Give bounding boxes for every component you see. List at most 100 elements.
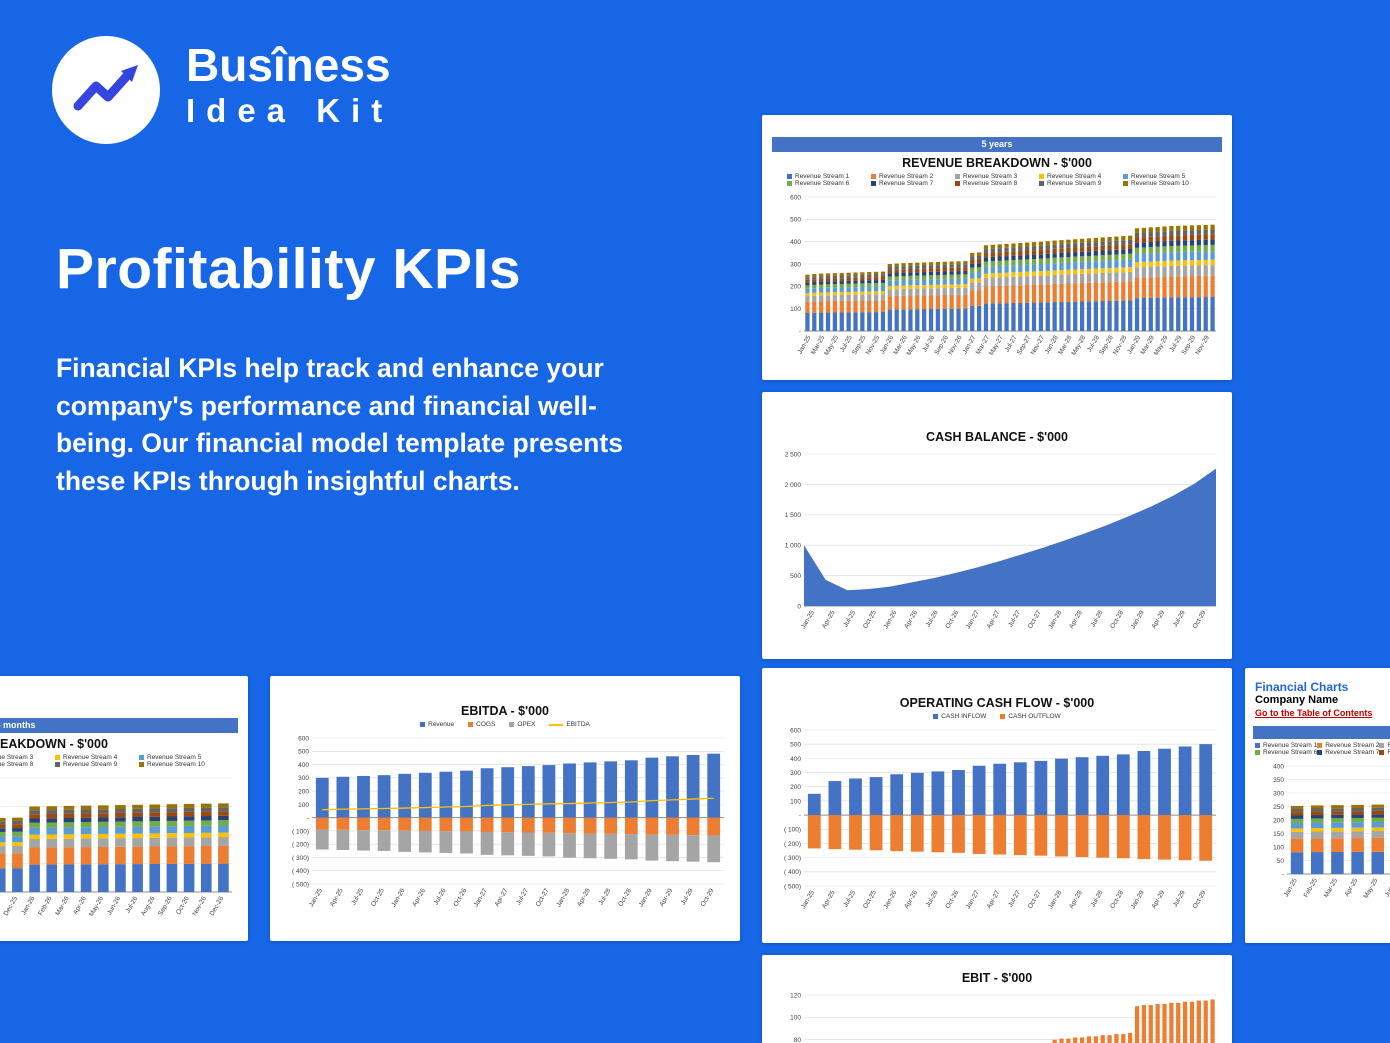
legend-label: Revenue Stream 1 <box>1263 741 1318 749</box>
svg-text:Apr-25: Apr-25 <box>821 609 837 630</box>
svg-text:300: 300 <box>790 770 801 777</box>
legend-label: Revenue Stream 3 <box>1387 741 1390 749</box>
svg-text:Jul-28: Jul-28 <box>1090 609 1105 628</box>
svg-text:80: 80 <box>794 1037 802 1043</box>
svg-text:Jul-28: Jul-28 <box>1090 889 1105 908</box>
legend-label: Revenue Stream 9 <box>63 761 118 768</box>
card-revenue-breakdown-24m: 24 months REVENUE BREAKDOWN - $'000 Reve… <box>0 676 248 941</box>
svg-text:Oct-27: Oct-27 <box>1027 889 1043 910</box>
svg-text:Apr-25: Apr-25 <box>329 887 345 908</box>
legend-swatch <box>787 181 792 186</box>
card-financial-charts: Financial Charts Company Name Go to the … <box>1245 668 1390 943</box>
legend-label: Revenue Stream 7 <box>1325 748 1380 756</box>
svg-text:Dec-25: Dec-25 <box>3 895 20 917</box>
financial-charts-header: Financial Charts Company Name Go to the … <box>1245 668 1390 720</box>
svg-text:Jan-26: Jan-26 <box>882 889 898 910</box>
legend-swatch <box>420 722 426 727</box>
legend-label: Revenue Stream 7 <box>879 180 934 187</box>
chart-legend: Revenue COGS OPEX EBITDA <box>270 721 740 728</box>
svg-text:Nov-28: Nov-28 <box>1112 334 1129 356</box>
svg-text:Oct-25: Oct-25 <box>862 889 878 910</box>
svg-text:Oct-28: Oct-28 <box>1109 609 1125 630</box>
svg-text:Apr-28: Apr-28 <box>576 887 592 908</box>
svg-text:500: 500 <box>790 217 801 224</box>
svg-text:Nov-29: Nov-29 <box>1194 334 1211 356</box>
svg-text:Feb-26: Feb-26 <box>37 895 54 917</box>
svg-text:-: - <box>799 328 801 335</box>
svg-text:Jan-27: Jan-27 <box>965 889 981 910</box>
svg-text:Nov-25: Nov-25 <box>865 334 882 356</box>
legend-swatch <box>1123 181 1128 186</box>
svg-text:Oct-28: Oct-28 <box>617 887 633 908</box>
operating-cash-flow-chart: ( 500) ( 400) ( 300) ( 200) ( 100) - 100 200 300… <box>770 724 1224 924</box>
legend-label: CASH OUTFLOW <box>1008 713 1061 720</box>
svg-text:( 400): ( 400) <box>784 869 801 876</box>
card-operating-cash-flow: OPERATING CASH FLOW - $'000 CASH INFLOW C… <box>762 668 1232 943</box>
brand-logo-icon <box>52 36 160 144</box>
legend-label: CASH INFLOW <box>941 713 987 720</box>
legend-label: Revenue Stream 2 <box>879 173 934 180</box>
mini-chart-header-bar <box>1253 725 1390 739</box>
svg-text:Apr-27: Apr-27 <box>986 609 1002 630</box>
legend-swatch <box>787 174 792 179</box>
svg-text:400: 400 <box>790 239 801 246</box>
svg-text:Jul-26: Jul-26 <box>433 887 448 906</box>
card-ebit: EBIT - $'000 -20406080100120 <box>762 955 1232 1043</box>
chart-title-revenue-breakdown-24m: REVENUE BREAKDOWN - $'000 <box>0 737 108 751</box>
svg-text:Mar-26: Mar-26 <box>54 895 71 917</box>
svg-text:600: 600 <box>298 735 309 742</box>
svg-text:200: 200 <box>790 784 801 791</box>
legend-swatch <box>871 174 876 179</box>
svg-text:Jan-25: Jan-25 <box>800 609 816 630</box>
legend-label: Revenue Stream 5 <box>1131 173 1186 180</box>
svg-text:350: 350 <box>1273 777 1284 784</box>
svg-text:Apr-28: Apr-28 <box>1068 889 1084 910</box>
svg-text:Apr-26: Apr-26 <box>903 889 919 910</box>
svg-text:200: 200 <box>298 788 309 795</box>
svg-text:Feb-25: Feb-25 <box>1303 877 1320 899</box>
legend-label: Revenue Stream 2 <box>1325 741 1380 749</box>
ebitda-chart: ( 500) ( 400) ( 300) ( 200) ( 100) - 100 200 300… <box>278 732 732 922</box>
svg-text:Jul-28: Jul-28 <box>598 887 613 906</box>
svg-text:300: 300 <box>790 261 801 268</box>
legend-label: COGS <box>476 721 496 728</box>
svg-text:( 300): ( 300) <box>784 855 801 862</box>
svg-text:May-25: May-25 <box>823 334 840 357</box>
svg-text:Jan-25: Jan-25 <box>800 889 816 910</box>
svg-text:0: 0 <box>797 603 801 610</box>
legend-swatch <box>1255 742 1260 748</box>
company-name: Company Name <box>1255 694 1339 707</box>
svg-text:2 000: 2 000 <box>785 482 802 489</box>
svg-text:Jul-25: Jul-25 <box>842 889 857 908</box>
svg-text:120: 120 <box>790 992 801 999</box>
svg-text:May-29: May-29 <box>1153 334 1170 357</box>
svg-text:Apr-25: Apr-25 <box>821 889 837 910</box>
svg-text:( 300): ( 300) <box>292 855 309 862</box>
svg-text:100: 100 <box>790 306 801 313</box>
svg-text:Jan-27: Jan-27 <box>965 609 981 630</box>
table-of-contents-link[interactable]: Go to the Table of Contents <box>1255 708 1373 719</box>
legend-label: Revenue Stream 5 <box>147 754 202 761</box>
svg-text:Jan-26: Jan-26 <box>390 887 406 908</box>
svg-text:Jun-26: Jun-26 <box>106 895 122 916</box>
svg-text:250: 250 <box>1273 804 1284 811</box>
chart-title-ebit: EBIT - $'000 <box>961 971 1033 985</box>
legend-swatch <box>139 755 144 760</box>
svg-text:Jul-27: Jul-27 <box>515 887 530 906</box>
legend-label: EBITDA <box>566 721 590 728</box>
svg-text:150: 150 <box>1273 831 1284 838</box>
svg-text:Aug-26: Aug-26 <box>140 895 157 917</box>
svg-text:400: 400 <box>298 762 309 769</box>
svg-text:Jul-26: Jul-26 <box>925 609 940 628</box>
svg-text:Nov-27: Nov-27 <box>1030 334 1047 356</box>
financial-charts-mini-chart: - 50 100 150 200 250 300 350 400 Jan-25 Feb-25 Mar-… <box>1253 760 1390 912</box>
svg-text:Oct-28: Oct-28 <box>1109 889 1125 910</box>
svg-text:Jul-27: Jul-27 <box>1007 889 1022 908</box>
legend-label: Revenue Stream 1 <box>795 173 850 180</box>
legend-swatch <box>549 723 564 726</box>
svg-text:May-28: May-28 <box>1070 334 1087 357</box>
svg-text:600: 600 <box>790 727 801 734</box>
svg-text:Oct-26: Oct-26 <box>175 895 191 916</box>
